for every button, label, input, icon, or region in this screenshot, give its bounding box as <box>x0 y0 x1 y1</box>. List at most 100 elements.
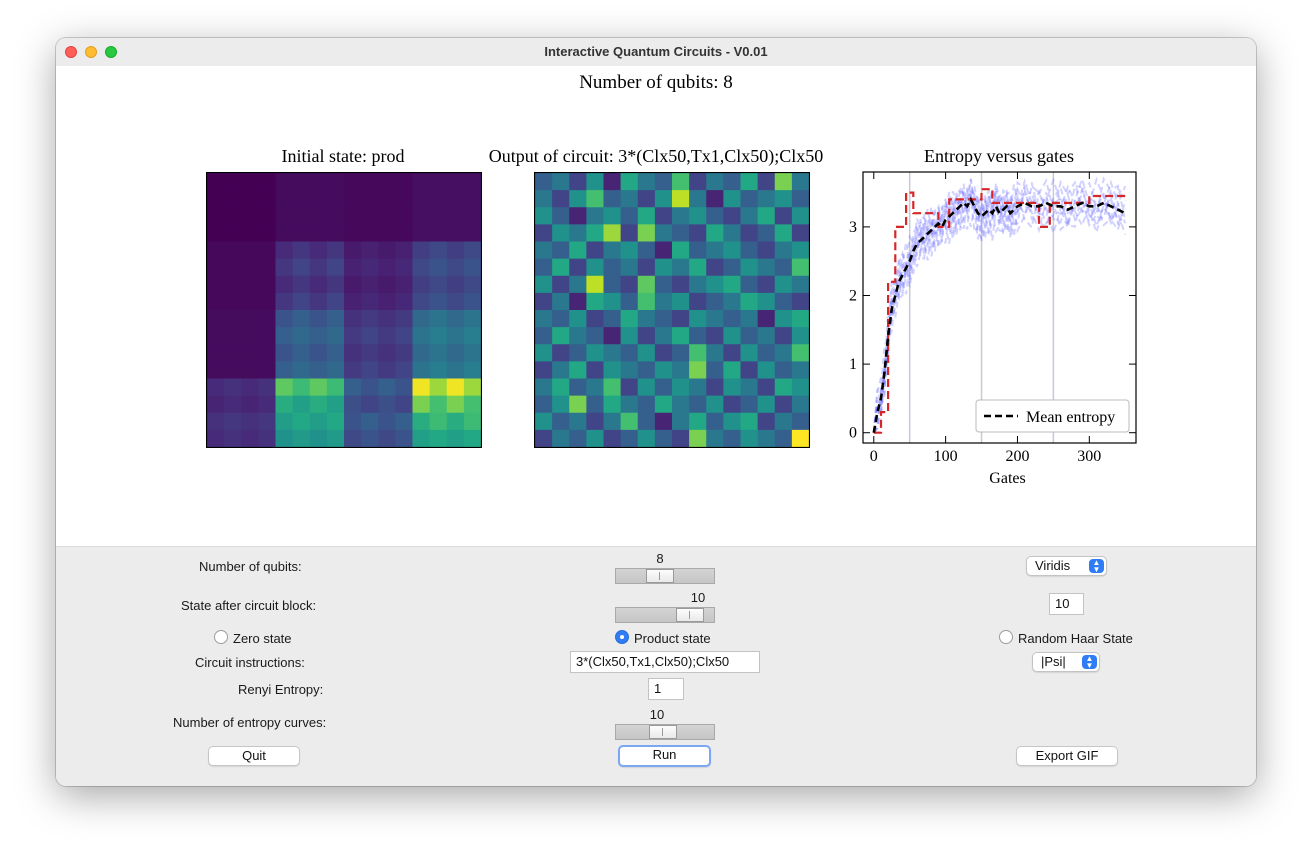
export-gif-button[interactable]: Export GIF <box>1016 746 1118 766</box>
random-haar-radio[interactable] <box>999 630 1013 644</box>
initial-heatmap-cell <box>326 344 345 362</box>
output-heatmap-cell <box>586 429 604 448</box>
initial-heatmap-cell <box>378 361 396 379</box>
state-after-block-entry[interactable]: 10 <box>1049 593 1084 615</box>
initial-heatmap-cell <box>275 310 294 328</box>
output-heatmap-cell <box>689 275 707 294</box>
entropy-curves-slider[interactable] <box>615 724 715 740</box>
initial-heatmap-cell <box>344 327 362 345</box>
renyi-entropy-input[interactable]: 1 <box>648 678 684 700</box>
initial-heatmap-cell <box>361 412 379 431</box>
output-heatmap-cell <box>672 412 690 431</box>
output-heatmap-cell <box>706 190 724 208</box>
output-heatmap-cell <box>586 258 604 277</box>
output-heatmap-cell <box>552 412 570 431</box>
initial-heatmap-cell <box>361 327 379 345</box>
psi-mode-select[interactable]: |Psi| ▲ ▼ <box>1032 652 1100 672</box>
output-heatmap-cell <box>586 190 604 208</box>
initial-heatmap-cell <box>326 412 345 431</box>
quit-button[interactable]: Quit <box>208 746 300 766</box>
output-heatmap-cell <box>672 344 690 362</box>
output-heatmap-cell <box>552 241 570 260</box>
output-heatmap-cell <box>757 258 776 277</box>
output-heatmap-cell <box>689 310 707 328</box>
output-heatmap-cell <box>723 292 741 311</box>
output-heatmap-cell <box>791 429 810 448</box>
product-state-label[interactable]: Product state <box>634 631 711 646</box>
product-state-radio[interactable] <box>615 630 629 644</box>
run-button[interactable]: Run <box>618 745 711 767</box>
initial-heatmap-cell <box>446 190 465 208</box>
output-heatmap-cell <box>672 258 690 277</box>
output-heatmap-cell <box>791 327 810 345</box>
output-heatmap-cell <box>723 258 741 277</box>
output-heatmap-cell <box>637 241 656 260</box>
initial-heatmap-cell <box>378 412 396 431</box>
initial-heatmap-cell <box>258 275 276 294</box>
output-heatmap-cell <box>723 224 741 242</box>
initial-heatmap-cell <box>224 429 242 448</box>
initial-heatmap-cell <box>412 224 431 242</box>
output-heatmap-cell <box>620 429 639 448</box>
zero-state-label[interactable]: Zero state <box>233 631 292 646</box>
output-heatmap-cell <box>740 361 759 379</box>
initial-heatmap-cell <box>412 361 431 379</box>
output-heatmap-cell <box>757 207 776 225</box>
entropy-curve-2 <box>873 180 1127 434</box>
output-heatmap-cell <box>637 327 656 345</box>
output-heatmap-cell <box>603 361 622 379</box>
output-heatmap-cell <box>689 412 707 431</box>
output-heatmap-cell <box>706 344 724 362</box>
zero-state-radio[interactable] <box>214 630 228 644</box>
initial-heatmap-cell <box>241 207 259 225</box>
initial-heatmap-cell <box>241 310 259 328</box>
output-heatmap-cell <box>774 190 793 208</box>
output-heatmap-cell <box>637 258 656 277</box>
output-heatmap-cell <box>620 275 639 294</box>
state-after-block-slider-thumb[interactable] <box>676 608 704 622</box>
initial-heatmap-cell <box>309 207 328 225</box>
entropy-curve-6 <box>872 181 1127 433</box>
output-heatmap-cell <box>586 241 604 260</box>
chevron-updown-icon: ▲ ▼ <box>1082 655 1097 670</box>
minimize-window-button[interactable] <box>85 46 97 58</box>
zoom-window-button[interactable] <box>105 46 117 58</box>
entropy-curves-slider-thumb[interactable] <box>649 725 677 739</box>
initial-heatmap-cell <box>309 275 328 294</box>
initial-heatmap-cell <box>446 275 465 294</box>
output-heatmap-cell <box>740 275 759 294</box>
initial-heatmap-cell <box>292 327 311 345</box>
initial-heatmap-cell <box>463 275 482 294</box>
qubits-slider-thumb[interactable] <box>646 569 674 583</box>
output-heatmap-cell <box>774 224 793 242</box>
colormap-select[interactable]: Viridis ▲ ▼ <box>1026 556 1107 576</box>
initial-heatmap-cell <box>258 241 276 260</box>
output-heatmap-cell <box>740 429 759 448</box>
initial-heatmap-cell <box>344 241 362 260</box>
initial-heatmap-cell <box>412 412 431 431</box>
initial-heatmap-cell <box>378 292 396 311</box>
output-heatmap-cell <box>603 344 622 362</box>
output-heatmap-cell <box>637 378 656 397</box>
title-bar[interactable]: Interactive Quantum Circuits - V0.01 <box>56 38 1256 67</box>
output-heatmap-cell <box>586 173 604 191</box>
initial-heatmap-cell <box>275 412 294 431</box>
entropy-curves-label: Number of entropy curves: <box>173 715 327 730</box>
initial-heatmap-cell <box>326 258 345 277</box>
output-heatmap-cell <box>791 241 810 260</box>
random-haar-label[interactable]: Random Haar State <box>1018 631 1133 646</box>
output-heatmap-cell <box>774 292 793 311</box>
output-heatmap-cell <box>791 207 810 225</box>
state-after-block-slider[interactable] <box>615 607 715 623</box>
circuit-instructions-input[interactable]: 3*(Clx50,Tx1,Clx50);Clx50 <box>570 651 760 673</box>
output-heatmap-cell <box>774 412 793 431</box>
output-heatmap-cell <box>723 190 741 208</box>
output-heatmap-cell <box>637 429 656 448</box>
initial-heatmap-cell <box>378 241 396 260</box>
close-window-button[interactable] <box>65 46 77 58</box>
output-heatmap-cell <box>723 378 741 397</box>
qubits-slider[interactable] <box>615 568 715 584</box>
output-heatmap-cell <box>757 378 776 397</box>
initial-heatmap-cell <box>395 429 413 448</box>
initial-heatmap-cell <box>207 310 225 328</box>
